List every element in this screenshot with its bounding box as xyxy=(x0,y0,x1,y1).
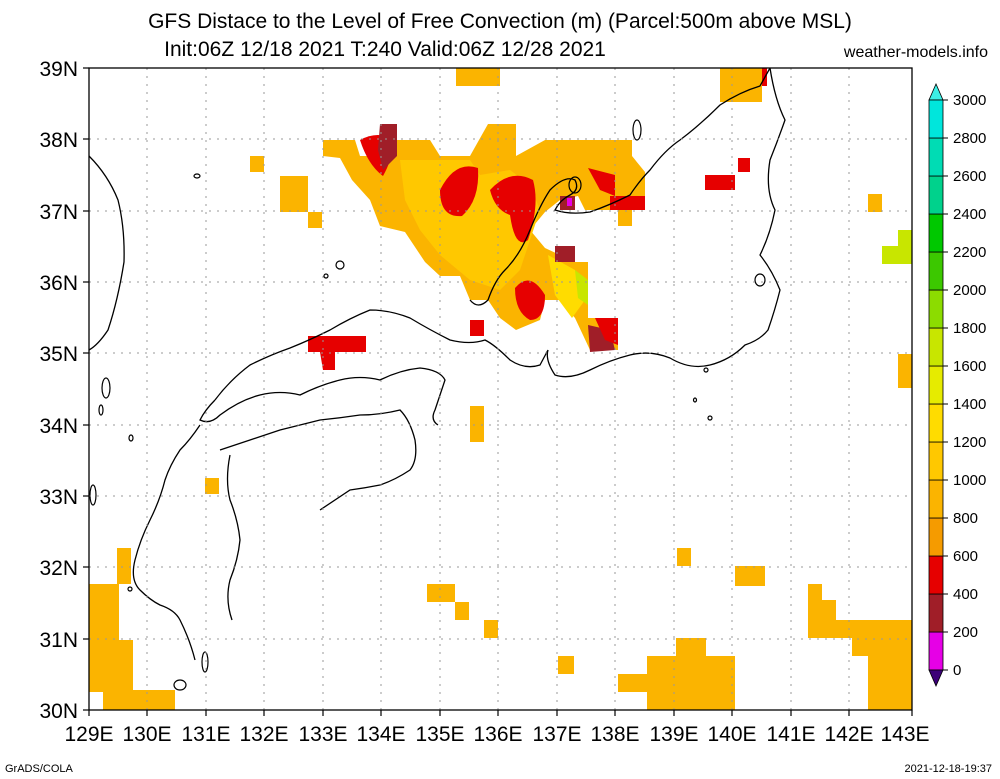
colorbar-label: 2400 xyxy=(953,206,986,223)
lon-label: 137E xyxy=(532,723,581,746)
colorbar-label: 1400 xyxy=(953,396,986,413)
colorbar-swatch xyxy=(928,403,944,443)
colorbar-swatch xyxy=(928,517,944,557)
map-frame xyxy=(88,67,913,711)
lon-label: 138E xyxy=(590,723,639,746)
colorbar-swatch xyxy=(928,593,944,633)
colorbar-label: 200 xyxy=(953,624,978,641)
colorbar-label: 1600 xyxy=(953,358,986,375)
colorbar-label: 1000 xyxy=(953,472,986,489)
colorbar-top-arrow xyxy=(928,83,944,101)
footer-software: GrADS/COLA xyxy=(5,763,73,775)
colorbar: 0 200 400 600 800 1000 1200 1400 1600 1800 2000 220… xyxy=(928,83,986,687)
map-subtitle: Init:06Z 12/18 2021 T:240 Valid:06Z 12/2… xyxy=(164,38,606,61)
lon-label: 129E xyxy=(64,723,113,746)
map-title: GFS Distace to the Level of Free Convect… xyxy=(148,10,852,33)
lat-label: 33N xyxy=(39,486,78,509)
lon-label: 143E xyxy=(880,723,929,746)
lon-label: 141E xyxy=(766,723,815,746)
colorbar-label: 600 xyxy=(953,548,978,565)
lat-axis: 39N 38N 37N 36N 35N 34N 33N 32N 31N 30N xyxy=(39,58,78,723)
colorbar-swatch xyxy=(928,365,944,405)
lon-axis: 129E 130E 131E 132E 133E 134E 135E 136E … xyxy=(64,723,929,746)
colorbar-bottom-arrow xyxy=(928,669,944,687)
colorbar-label: 1800 xyxy=(953,320,986,337)
lon-label: 139E xyxy=(649,723,698,746)
colorbar-label: 0 xyxy=(953,662,961,679)
colorbar-label: 400 xyxy=(953,586,978,603)
lon-label: 132E xyxy=(239,723,288,746)
lon-label: 142E xyxy=(824,723,873,746)
lon-label: 134E xyxy=(356,723,405,746)
colorbar-label: 1200 xyxy=(953,434,986,451)
colorbar-label: 2800 xyxy=(953,130,986,147)
colorbar-label: 3000 xyxy=(953,92,986,109)
colorbar-swatch xyxy=(928,99,944,139)
colorbar-swatch xyxy=(928,213,944,253)
lat-label: 36N xyxy=(39,272,78,295)
colorbar-swatch xyxy=(928,631,944,671)
footer-timestamp: 2021-12-18-19:37 xyxy=(904,763,992,775)
lon-label: 133E xyxy=(298,723,347,746)
lat-label: 31N xyxy=(39,629,78,652)
lat-label: 37N xyxy=(39,201,78,224)
lat-label: 38N xyxy=(39,129,78,152)
colorbar-swatch xyxy=(928,137,944,177)
grid-lines xyxy=(89,68,912,710)
colorbar-swatch xyxy=(928,327,944,367)
lon-label: 140E xyxy=(707,723,756,746)
islands xyxy=(89,119,766,691)
colorbar-swatch xyxy=(928,441,944,481)
lon-label: 135E xyxy=(415,723,464,746)
colorbar-swatch xyxy=(928,289,944,329)
lon-label: 130E xyxy=(122,723,171,746)
lat-label: 35N xyxy=(39,343,78,366)
tick-marks xyxy=(83,67,913,716)
lat-label: 32N xyxy=(39,557,78,580)
colorbar-swatch xyxy=(928,555,944,595)
lat-label: 34N xyxy=(39,415,78,438)
colorbar-swatch xyxy=(928,251,944,291)
site-label: weather-models.info xyxy=(843,44,988,61)
colorbar-label: 2600 xyxy=(953,168,986,185)
lfc-field xyxy=(89,68,912,710)
lat-label: 30N xyxy=(39,700,78,723)
colorbar-label: 800 xyxy=(953,510,978,527)
lat-label: 39N xyxy=(39,58,78,81)
lon-label: 131E xyxy=(181,723,230,746)
colorbar-label: 2000 xyxy=(953,282,986,299)
colorbar-swatch xyxy=(928,175,944,215)
colorbar-label: 2200 xyxy=(953,244,986,261)
coastline xyxy=(88,67,786,661)
colorbar-swatch xyxy=(928,479,944,519)
lon-label: 136E xyxy=(473,723,522,746)
